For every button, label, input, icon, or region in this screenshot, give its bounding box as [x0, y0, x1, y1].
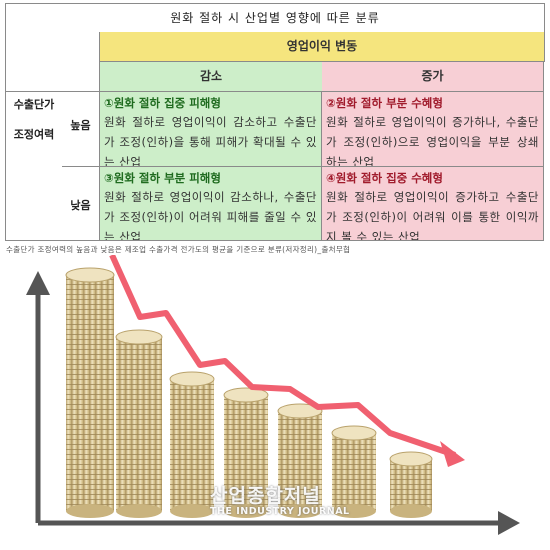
table-title: 원화 절하 시 산업별 영향에 따른 분류 [5, 3, 545, 33]
corner-cell [5, 32, 101, 92]
row-high-label: 높음 [70, 119, 91, 132]
coin-stack-4 [223, 387, 269, 518]
coin-stack-7 [389, 451, 433, 518]
cell-high-increase-title: ②원화 절하 부분 수혜형 [326, 96, 443, 110]
watermark-korean: 산업종합저널 [210, 485, 321, 507]
coin-stack-2 [115, 329, 163, 518]
coin-stacks-declining-chart-icon [26, 255, 520, 535]
column-header-increase: 증가 [322, 62, 544, 92]
cell-low-decrease-title: ③원화 절하 부분 피해형 [104, 171, 221, 185]
coin-stack-1 [65, 267, 115, 518]
row-low-label: 낮음 [70, 199, 91, 212]
coin-stacks [65, 267, 433, 518]
column-group-header: 영업이익 변동 [99, 32, 545, 62]
cell-high-decrease-title: ①원화 절하 집중 피해형 [104, 96, 221, 110]
row-group-label-line1: 수출단가 [13, 98, 55, 111]
coin-stack-3 [169, 371, 215, 518]
row-header-high: 높음 [62, 92, 100, 167]
coin-stack-5 [277, 403, 323, 518]
declining-trend-arrow [109, 255, 465, 467]
row-header-low: 낮음 [62, 167, 100, 241]
cell-high-decrease: ①원화 절하 집중 피해형 원화 절하로 영업이익이 감소하고 수출단가 조정(… [99, 92, 322, 167]
cell-high-increase: ②원화 절하 부분 수혜형 원화 절하로 영업이익이 증가하나, 수출단가 조정… [322, 92, 544, 167]
cell-low-increase: ④원화 절하 집중 수혜형 원화 절하로 영업이익이 증가하고 수출단가 조정(… [322, 167, 544, 241]
cell-low-decrease: ③원화 절하 부분 피해형 원화 절하로 영업이익이 감소하나, 수출단가 조정… [99, 167, 322, 241]
row-group-header: 수출단가 조정여력 [5, 92, 63, 241]
cell-low-increase-title: ④원화 절하 집중 수혜형 [326, 171, 443, 185]
cell-high-decrease-body: 원화 절하로 영업이익이 감소하고 수출단가 조정(인하)을 통해 피해가 확대… [104, 115, 317, 167]
column-header-decrease: 감소 [99, 62, 323, 92]
cell-low-decrease-body: 원화 절하로 영업이익이 감소하나, 수출단가 조정(인하)이 어려워 피해를 … [104, 190, 317, 241]
chart-axes [26, 271, 520, 535]
cell-low-increase-body: 원화 절하로 영업이익이 증가하고 수출단가 조정(인하)이 어려워 이를 통한… [326, 190, 539, 241]
cell-high-increase-body: 원화 절하로 영업이익이 증가하나, 수출단가 조정(인하)으로 영업이익을 부… [326, 115, 539, 167]
source-note: 수출단가 조정여력의 높음과 낮음은 제조업 수출가격 전가도의 평균을 기준으… [6, 245, 351, 254]
row-group-label-line2: 조정여력 [13, 128, 55, 141]
watermark-english: THE INDUSTRY JOURNAL [210, 506, 350, 517]
coin-stack-6 [331, 425, 377, 518]
